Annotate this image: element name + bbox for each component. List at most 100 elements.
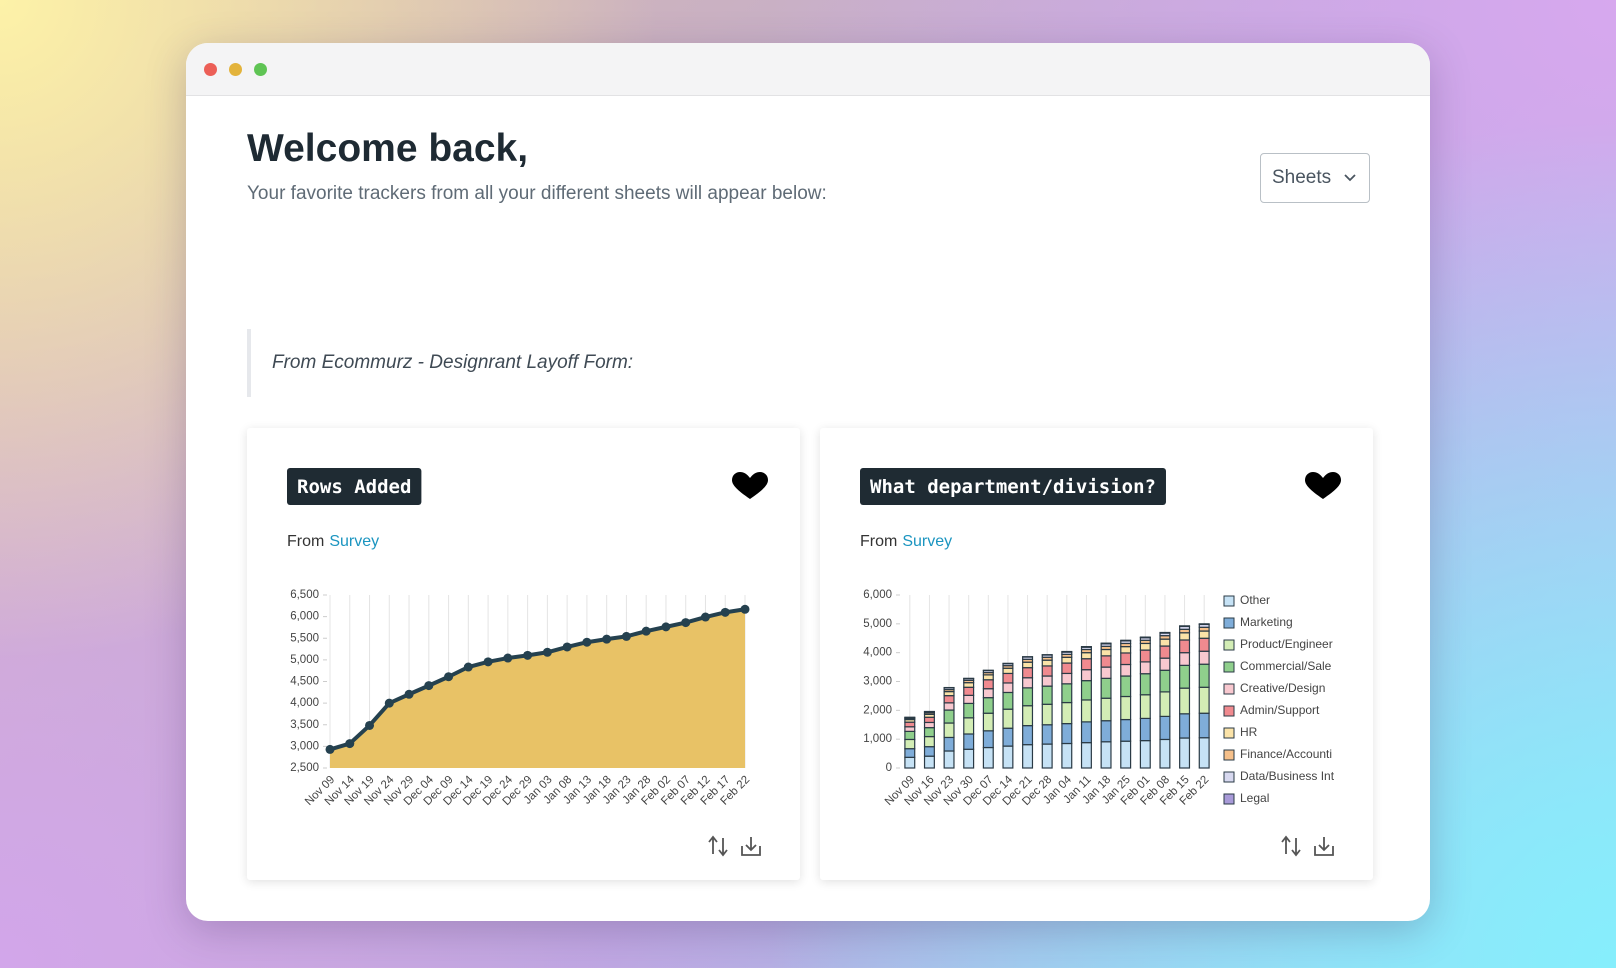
legend-label: Legal: [1240, 791, 1269, 805]
bar-segment: [982, 697, 994, 714]
bar-segment: [943, 750, 955, 769]
dropdown-label: Sheets: [1272, 167, 1332, 188]
line: [329, 607, 746, 752]
close-button[interactable]: [204, 63, 217, 76]
bar-segment: [1022, 677, 1034, 689]
title-badge: [287, 468, 422, 505]
bar-segment: [1061, 650, 1073, 653]
y-tick-label: 1,000: [863, 733, 892, 745]
y-tick-label: 2,000: [863, 704, 892, 716]
point: [602, 634, 612, 644]
bar-segment: [1002, 667, 1014, 675]
y-tick-label: 5,000: [863, 618, 892, 630]
sheets-dropdown[interactable]: Sheets: [1260, 153, 1370, 203]
legend-label: Admin/Support: [1240, 703, 1320, 717]
bar-segment: [1179, 737, 1191, 769]
bar-segment: [1179, 632, 1191, 641]
point: [325, 744, 335, 754]
bar-segment: [1179, 713, 1191, 739]
legend-swatch: [1223, 771, 1235, 783]
y-tick-label: 6,000: [290, 611, 319, 623]
legend-swatch: [1223, 617, 1235, 629]
bar-segment: [1080, 680, 1092, 701]
bar-segment: [1080, 669, 1092, 682]
legend-swatch: [1223, 661, 1235, 673]
bar-segment: [904, 726, 916, 732]
bar-segment: [1022, 661, 1034, 669]
bar-segment: [1002, 708, 1014, 729]
sort-icon[interactable]: [708, 835, 728, 857]
section-label: From Ecommurz - Designrant Layoff Form:: [247, 329, 633, 397]
bar-segment: [963, 733, 975, 750]
minimize-button[interactable]: [229, 63, 242, 76]
card-chart: What department/division? From Survey 0 1,00…: [860, 468, 1341, 857]
bar-segment: [1179, 664, 1191, 689]
bar-segment: [1120, 718, 1132, 742]
bar-segment: [1179, 687, 1191, 715]
bar-segment: [1002, 691, 1014, 710]
bar-segment: [1002, 727, 1014, 747]
bar-segment: [1198, 623, 1210, 626]
bar-segment: [1100, 655, 1112, 668]
legend-label: HR: [1240, 725, 1258, 739]
bar-segment: [1139, 649, 1151, 663]
source-link[interactable]: Survey: [329, 533, 379, 550]
bar-segment: [1120, 663, 1132, 677]
point: [483, 657, 493, 667]
favorite-heart[interactable]: [1305, 472, 1341, 499]
legend-label: Marketing: [1240, 615, 1293, 629]
bar-segment: [1120, 639, 1132, 642]
bar-segment: [1002, 672, 1014, 684]
bar-segment: [1139, 636, 1151, 639]
y-tick-label: 6,500: [290, 589, 319, 601]
bar-segment: [1120, 675, 1132, 698]
maximize-button[interactable]: [254, 63, 267, 76]
bar-segment: [1120, 740, 1132, 769]
legend-label: Commercial/Sale: [1240, 659, 1332, 673]
bar-segment: [1041, 743, 1053, 769]
point: [582, 637, 592, 647]
bar-segment: [1080, 646, 1092, 648]
bar-segment: [1041, 665, 1053, 677]
chevron: [1344, 174, 1356, 182]
bar-segment: [1061, 683, 1073, 704]
favorite-heart[interactable]: [732, 472, 768, 499]
legend-swatch: [1223, 683, 1235, 695]
bar-segment: [1080, 652, 1092, 660]
bar-segment: [923, 721, 935, 729]
bar-segment: [904, 730, 916, 741]
y-tick-label: 5,000: [290, 654, 319, 666]
bar-segment: [1139, 661, 1151, 675]
bar-segment: [1100, 720, 1112, 743]
point: [444, 672, 454, 682]
bar-segment: [904, 756, 916, 769]
legend-swatch: [1223, 727, 1235, 739]
download-icon[interactable]: [1314, 837, 1334, 856]
point: [503, 653, 513, 663]
window: Welcome back, Your favorite trackers fro…: [186, 43, 1430, 921]
bar-segment: [1041, 703, 1053, 726]
point: [523, 650, 533, 660]
bar-segment: [963, 686, 975, 696]
title-bar: [186, 43, 1430, 96]
bar-segment: [943, 736, 955, 752]
bar-segment: [1061, 701, 1073, 725]
bar-segment: [943, 702, 955, 711]
point: [661, 622, 671, 632]
download-icon[interactable]: [741, 837, 761, 856]
point: [621, 631, 631, 641]
subtitle: Your favorite trackers from all your dif…: [247, 183, 827, 204]
source-link[interactable]: Survey: [902, 533, 952, 550]
y-tick-label: 2,500: [290, 762, 319, 774]
legend-swatch: [1223, 595, 1235, 607]
bar-segment: [904, 738, 916, 750]
card-title: What department/division?: [870, 476, 1156, 498]
sort-icon[interactable]: [1281, 835, 1301, 857]
bar-segment: [904, 721, 916, 728]
bar-segment: [982, 679, 994, 690]
bar-segment: [1041, 685, 1053, 705]
bar-segment: [1159, 638, 1171, 647]
bar-segment: [1100, 666, 1112, 679]
bar-segment: [1022, 725, 1034, 746]
